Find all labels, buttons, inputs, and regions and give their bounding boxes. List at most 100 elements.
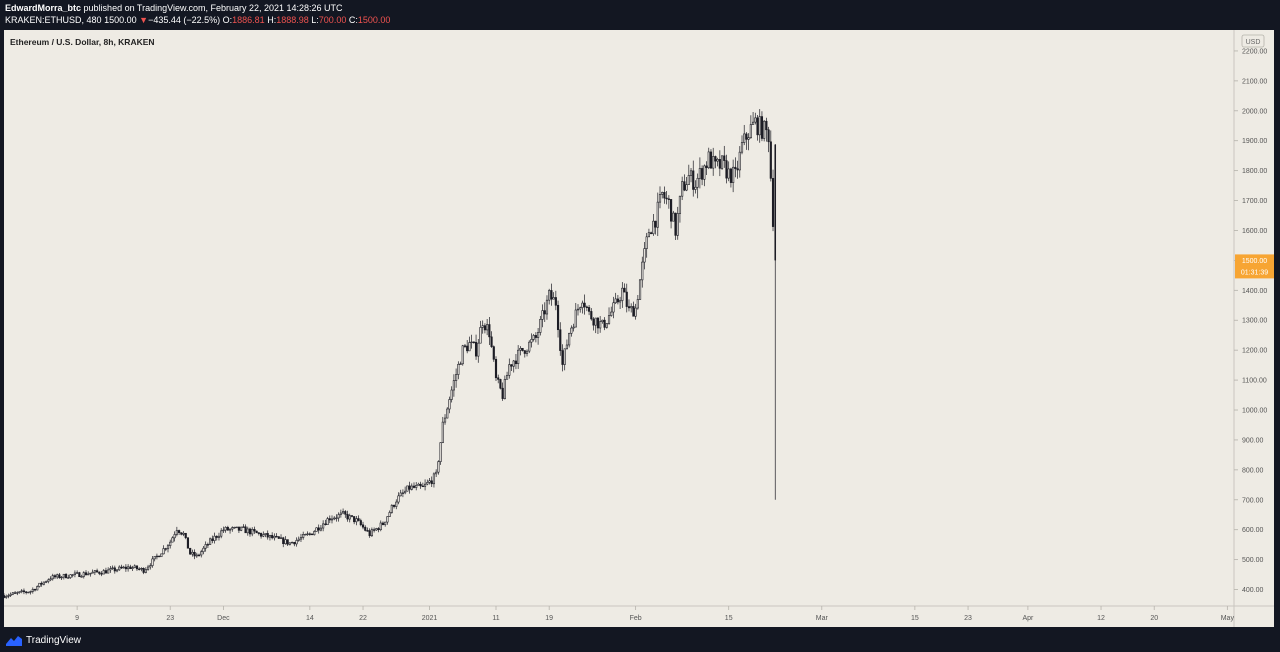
x-tick-label: Mar	[816, 615, 829, 622]
candle-body	[614, 298, 617, 304]
candle-body	[767, 129, 770, 143]
candle-body	[111, 567, 114, 569]
candle-body	[510, 364, 513, 367]
candle-body	[56, 574, 59, 578]
candle-body	[771, 178, 775, 227]
candle-body	[514, 360, 518, 365]
candle-body	[240, 526, 243, 531]
candle-body	[483, 325, 486, 331]
candle-body	[497, 377, 500, 380]
candle-body	[293, 541, 296, 545]
candle-body	[477, 342, 480, 357]
change-arrow-icon: ▼	[139, 15, 149, 25]
candle-body	[415, 485, 418, 488]
x-tick-label: 23	[166, 615, 174, 622]
candle-body	[342, 511, 345, 514]
candle-body	[417, 483, 420, 486]
candle-body	[304, 533, 307, 536]
candle-body	[676, 213, 679, 236]
candle-body	[612, 302, 615, 313]
candle-body	[625, 291, 628, 307]
candle-body	[244, 526, 247, 534]
low-value: 700.00	[318, 15, 347, 25]
candle-body	[217, 535, 221, 538]
candle-body	[313, 531, 316, 536]
x-tick-label: May	[1221, 615, 1235, 622]
candle-body	[488, 324, 491, 338]
candle-body	[743, 133, 746, 143]
candle-body	[572, 326, 575, 329]
candle-body	[135, 565, 139, 570]
candle-body	[554, 297, 557, 306]
x-tick-label: 15	[725, 615, 733, 622]
candle-body	[195, 554, 198, 557]
candle-body	[450, 389, 453, 400]
candle-body	[763, 120, 766, 139]
candle-body	[16, 592, 19, 594]
price-chart[interactable]: Ethereum / U.S. Dollar, 8h, KRAKEN USD 4…	[4, 30, 1274, 627]
candle-body	[632, 306, 635, 317]
candle-body	[426, 482, 429, 485]
candle-body	[765, 120, 768, 131]
candle-body	[140, 568, 143, 570]
tradingview-logo[interactable]: TradingView	[6, 633, 81, 647]
candle-body	[466, 345, 469, 352]
candle-body	[76, 572, 79, 574]
candle-body	[268, 534, 272, 538]
candle-body	[720, 155, 724, 169]
candle-body	[282, 537, 285, 545]
candle-body	[769, 141, 772, 179]
candle-body	[747, 137, 750, 140]
candle-body	[53, 575, 57, 578]
candle-body	[448, 399, 451, 410]
candle-body	[127, 566, 130, 570]
candle-body	[18, 591, 21, 593]
candle-body	[164, 548, 167, 550]
candle-body	[694, 186, 697, 190]
candle-body	[144, 569, 147, 573]
candle-body	[62, 573, 65, 578]
candle-body	[228, 528, 232, 531]
candle-body	[129, 566, 132, 569]
candle-body	[689, 170, 693, 176]
candle-body	[275, 535, 278, 538]
candle-body	[51, 575, 54, 580]
y-tick-label: 400.00	[1242, 587, 1264, 594]
candle-body	[355, 518, 358, 523]
candle-body	[727, 168, 730, 179]
candle-body	[452, 380, 455, 391]
candle-body	[4, 595, 6, 598]
candle-body	[603, 319, 606, 328]
candle-body	[308, 533, 311, 535]
candle-body	[630, 306, 633, 309]
candle-body	[552, 297, 555, 300]
candle-body	[388, 512, 391, 517]
candle-body	[579, 307, 582, 310]
close-label: C:	[348, 15, 358, 25]
time-axis[interactable]: 9 23 Dec 14 22 2021 11 19 Feb 15 Mar 15 23 Apr 12 20 May	[75, 606, 1234, 622]
author-name[interactable]: EdwardMorra_btc	[5, 3, 82, 13]
x-tick-label: 22	[359, 615, 367, 622]
candle-body	[521, 347, 524, 351]
price-axis[interactable]: 400.00 500.00 600.00 700.00 800.00 900.00 1000…	[1234, 48, 1267, 594]
candle-body	[725, 160, 728, 179]
candle-body	[687, 175, 690, 185]
x-tick-label: 14	[306, 615, 314, 622]
candle-body	[337, 514, 340, 519]
candle-body	[601, 319, 604, 322]
y-tick-label: 1100.00	[1242, 378, 1267, 385]
candle-body	[703, 165, 706, 180]
candle-body	[107, 569, 110, 574]
candle-body	[160, 553, 163, 558]
candle-body	[386, 516, 389, 523]
currency-badge[interactable]: USD	[1241, 34, 1265, 48]
candle-body	[492, 346, 495, 360]
candle-body	[621, 287, 624, 301]
x-tick-label: Feb	[630, 615, 642, 622]
candle-body	[366, 530, 369, 532]
candle-body	[714, 156, 717, 162]
candle-body	[67, 577, 70, 579]
candle-body	[251, 528, 254, 535]
candle-body	[574, 309, 577, 328]
candle-body	[302, 534, 305, 538]
